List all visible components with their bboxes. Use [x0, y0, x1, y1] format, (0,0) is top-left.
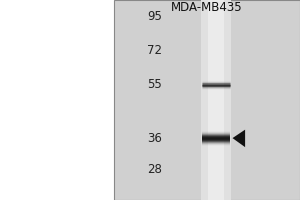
- Text: 55: 55: [147, 78, 162, 91]
- Text: MDA-MB435: MDA-MB435: [171, 1, 243, 14]
- Bar: [208, 0, 224, 200]
- Bar: [201, 0, 231, 200]
- Text: 36: 36: [147, 132, 162, 145]
- Text: 95: 95: [147, 10, 162, 23]
- Polygon shape: [232, 130, 245, 147]
- Text: 28: 28: [147, 163, 162, 176]
- Bar: [114, 0, 300, 200]
- Text: 72: 72: [147, 44, 162, 57]
- Bar: [0, 0, 114, 200]
